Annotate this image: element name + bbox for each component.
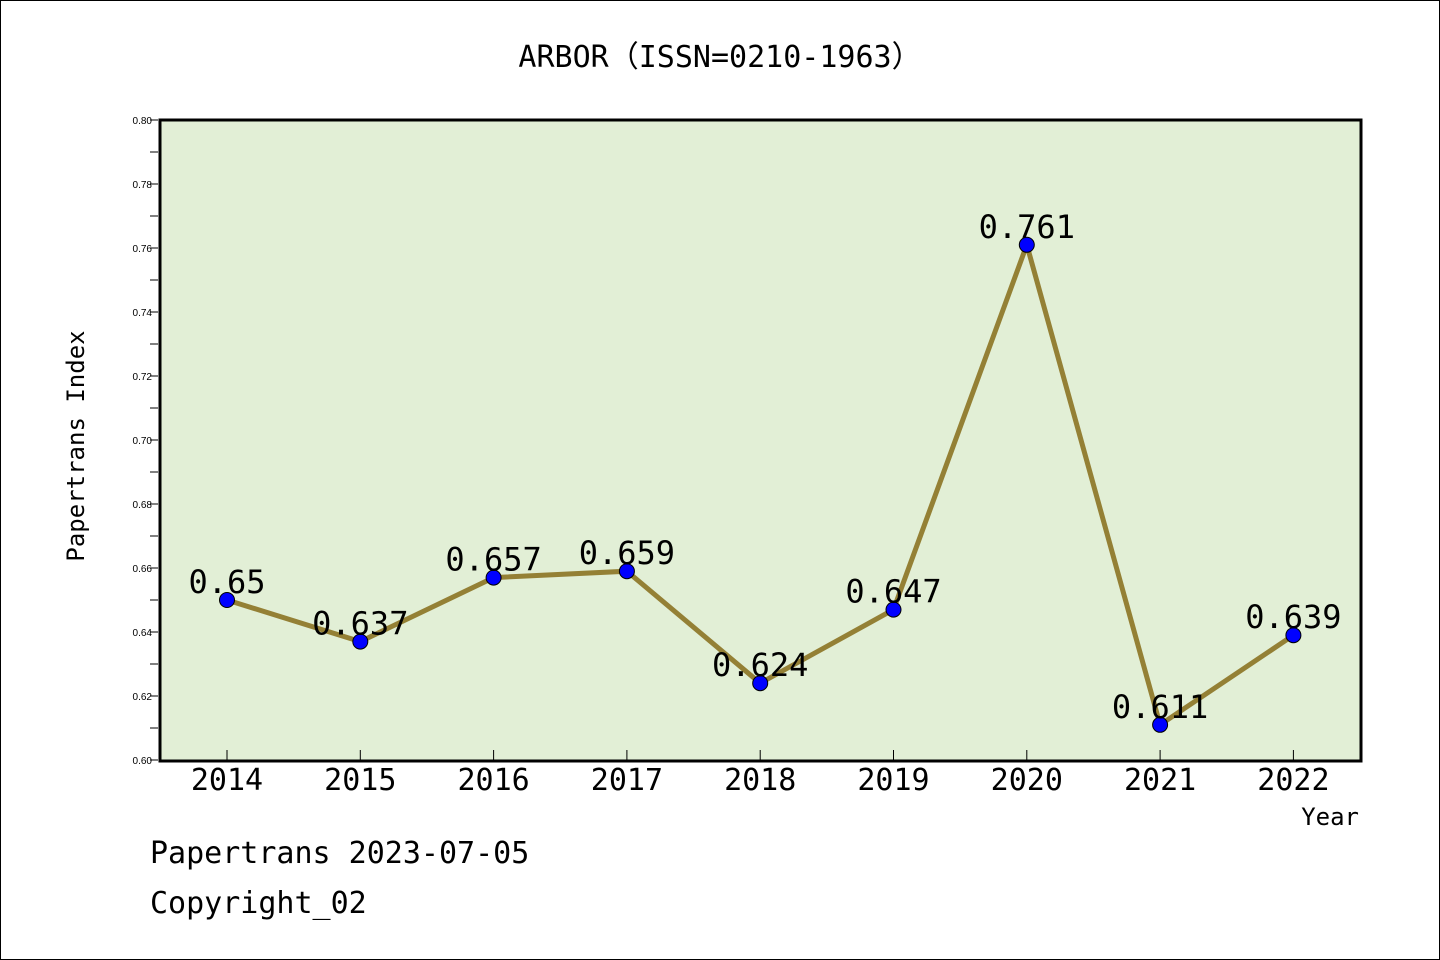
data-point <box>485 569 502 586</box>
data-label: 0.761 <box>979 208 1075 246</box>
data-label: 0.624 <box>712 646 808 684</box>
data-point <box>1285 627 1302 644</box>
x-tick-label: 2020 <box>991 763 1063 798</box>
y-tick-label: 0.70 <box>133 436 153 447</box>
data-label: 0.659 <box>579 534 675 572</box>
y-tick-label: 0.72 <box>133 372 153 383</box>
x-tick-label: 2018 <box>724 763 796 798</box>
x-axis-label: Year <box>1301 803 1359 831</box>
y-tick-label: 0.60 <box>133 756 153 767</box>
x-tick-label: 2014 <box>191 763 263 798</box>
x-tick-label: 2022 <box>1257 763 1329 798</box>
y-tick-label: 0.76 <box>133 244 153 255</box>
data-label: 0.65 <box>188 563 265 601</box>
x-tick-label: 2019 <box>857 763 929 798</box>
y-tick-label: 0.80 <box>133 116 153 127</box>
x-tick-label: 2016 <box>457 763 529 798</box>
x-tick-label: 2015 <box>324 763 396 798</box>
footer-copyright: Copyright_02 <box>150 886 367 921</box>
data-point <box>352 633 369 650</box>
y-tick-label: 0.74 <box>133 308 153 319</box>
data-point <box>1152 716 1169 733</box>
y-tick-label: 0.78 <box>133 180 153 191</box>
plot-area <box>158 118 1363 763</box>
chart-title: ARBOR（ISSN=0210-1963） <box>518 40 921 75</box>
data-point <box>1018 236 1035 253</box>
y-tick-label: 0.68 <box>133 500 153 511</box>
data-point <box>219 592 235 608</box>
x-axis: 2014 2015 2016 2017 2018 2019 2020 2021 2022 <box>191 750 1330 798</box>
data-label: 0.637 <box>312 605 408 643</box>
data-labels: 0.65 0.637 0.657 0.659 0.624 0.647 0.761 0.611 0… <box>188 208 1341 726</box>
data-label: 0.639 <box>1245 598 1341 636</box>
footer-source: Papertrans 2023-07-05 <box>150 836 530 871</box>
x-tick-label: 2021 <box>1124 763 1196 798</box>
y-tick-label: 0.66 <box>133 564 153 575</box>
y-tick-label: 0.62 <box>133 692 153 703</box>
y-axis: 0.60 0.62 0.64 0.66 0.68 0.70 0.72 0.74 0.76 0.78… <box>133 116 158 767</box>
data-label: 0.657 <box>445 541 541 579</box>
y-axis-label: Papertrans Index <box>62 330 90 561</box>
y-tick-label: 0.64 <box>133 628 153 639</box>
x-tick-label: 2017 <box>591 763 663 798</box>
data-point <box>752 675 769 692</box>
series-papertrans-index <box>219 236 1302 733</box>
data-point <box>885 601 902 618</box>
data-label: 0.611 <box>1112 688 1208 726</box>
data-label: 0.647 <box>845 573 941 611</box>
data-point <box>618 563 635 580</box>
